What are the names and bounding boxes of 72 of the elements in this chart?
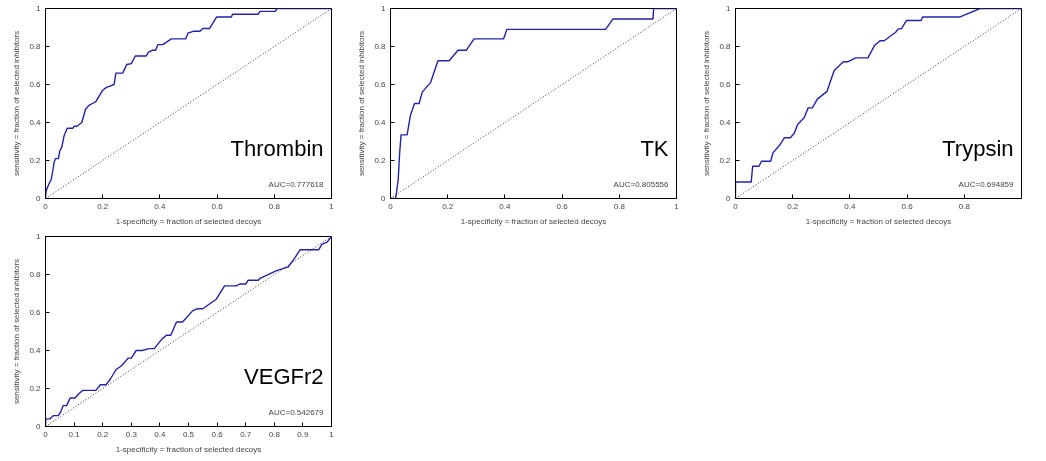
x-tick-label: 0.2 — [97, 429, 109, 439]
y-tick-label: 0.8 — [374, 42, 387, 51]
x-tick-label: 1 — [674, 201, 680, 211]
x-tick-label: 0.8 — [958, 201, 971, 211]
x-axis-title: 1-specificity = fraction of selected decoys — [805, 216, 952, 226]
x-tick-label: 0.5 — [182, 429, 195, 439]
text: VEGFr2 — [244, 363, 324, 389]
y-tick-label: 1 — [36, 232, 42, 241]
y-tick-label: 0.8 — [719, 42, 732, 51]
x-tick-label: 0.2 — [97, 201, 109, 211]
x-tick-label: 0.6 — [556, 201, 569, 211]
x-axis-title: 1-specificity = fraction of selected decoys — [460, 216, 607, 226]
y-axis-title: sensitivity = fraction of selected inhibitors — [12, 258, 22, 405]
line-series — [45, 8, 332, 199]
y-tick-label: 0.8 — [29, 270, 42, 279]
y-axis-title: sensitivity = fraction of selected inhibitors — [702, 30, 712, 177]
x-tick-label: 1 — [329, 201, 335, 211]
y-tick-label: 1 — [36, 4, 42, 13]
y-tick-label: 0 — [726, 194, 732, 203]
y-tick-label: 0.2 — [29, 384, 42, 393]
y-tick-label: 0.6 — [29, 308, 42, 317]
y-tick-label: 0 — [381, 194, 387, 203]
x-tick-label: 0.6 — [901, 201, 914, 211]
text: TK — [640, 135, 669, 161]
x-tick-label: 0 — [733, 201, 739, 211]
y-tick-label: 0.4 — [719, 118, 732, 127]
y-tick-label: 0.2 — [29, 156, 42, 165]
x-tick-label: 0.1 — [68, 429, 81, 439]
x-tick-label: 0.8 — [268, 201, 281, 211]
x-tick-label: 0.8 — [268, 429, 281, 439]
y-tick-label: 0.4 — [29, 346, 42, 355]
x-tick-label: 0.4 — [499, 201, 512, 211]
x-tick-label: 0.2 — [787, 201, 799, 211]
x-tick-label: 0.9 — [297, 429, 310, 439]
x-tick-label: 0 — [43, 429, 49, 439]
x-axis-title: 1-specificity = fraction of selected decoys — [115, 444, 262, 454]
x-tick-label: 0.6 — [211, 201, 224, 211]
x-axis-title: 1-specificity = fraction of selected decoys — [115, 216, 262, 226]
annotation: AUC=0.805556 — [613, 179, 670, 189]
text: Thrombin — [230, 135, 324, 161]
y-tick-label: 0 — [36, 194, 42, 203]
y-tick-label: 0.6 — [29, 80, 42, 89]
y-tick-label: 1 — [726, 4, 732, 13]
x-tick-label: 0.2 — [442, 201, 454, 211]
y-tick-label: 0.6 — [719, 80, 732, 89]
x-tick-label: 0.3 — [125, 429, 138, 439]
x-tick-label: 0 — [388, 201, 394, 211]
y-tick-label: 0.2 — [374, 156, 387, 165]
line-series — [735, 8, 1022, 199]
x-tick-label: 0.7 — [240, 429, 252, 439]
line-series — [45, 236, 332, 427]
x-tick-label: 0.8 — [613, 201, 626, 211]
y-axis-title: sensitivity = fraction of selected inhibitors — [12, 30, 22, 177]
y-tick-label: 0 — [36, 422, 42, 431]
y-tick-label: 0.2 — [719, 156, 732, 165]
y-tick-label: 0.4 — [29, 118, 42, 127]
line-series — [390, 8, 677, 199]
x-tick-label: 1 — [329, 429, 335, 439]
y-tick-label: 0.4 — [374, 118, 387, 127]
y-tick-label: 1 — [381, 4, 387, 13]
annotation: AUC=0.542679 — [268, 407, 325, 417]
x-tick-label: 0 — [43, 201, 49, 211]
text: Trypsin — [942, 135, 1014, 161]
y-tick-label: 0.8 — [29, 42, 42, 51]
x-tick-label: 0.4 — [154, 429, 167, 439]
y-axis-title: sensitivity = fraction of selected inhibitors — [357, 30, 367, 177]
x-tick-label: 0.4 — [844, 201, 857, 211]
annotation: AUC=0.777618 — [268, 179, 325, 189]
y-tick-label: 0.6 — [374, 80, 387, 89]
x-tick-label: 0.4 — [154, 201, 167, 211]
annotation: AUC=0.694859 — [958, 179, 1015, 189]
x-tick-label: 0.6 — [211, 429, 224, 439]
